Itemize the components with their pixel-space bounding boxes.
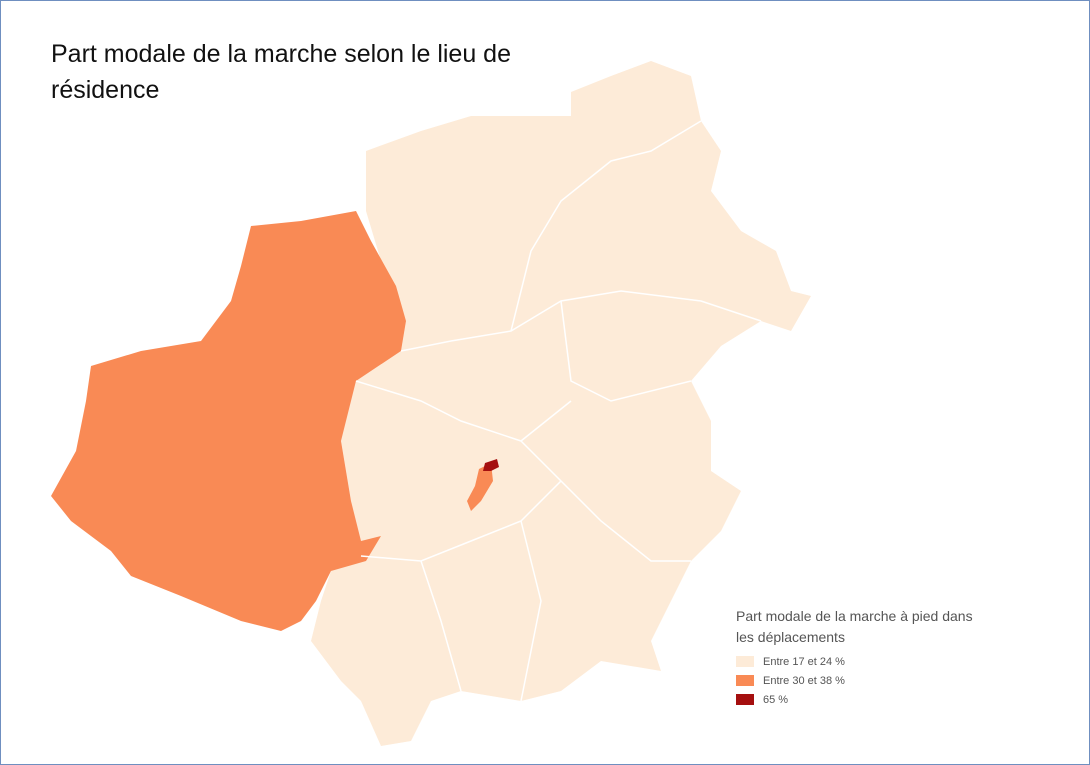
- region: [311, 61, 811, 746]
- legend-swatch: [736, 675, 754, 686]
- legend-swatch: [736, 694, 754, 705]
- legend-label: 65 %: [763, 693, 789, 706]
- legend-label: Entre 30 et 38 %: [763, 674, 845, 687]
- legend-item: Entre 30 et 38 %: [736, 671, 976, 690]
- legend-title: Part modale de la marche à pied dans les…: [736, 608, 973, 645]
- region-borders: [355, 120, 762, 702]
- legend-items: Entre 17 et 24 % Entre 30 et 38 % 65 %: [736, 652, 976, 709]
- region: [51, 211, 406, 631]
- legend-item: 65 %: [736, 690, 976, 709]
- legend-item: Entre 17 et 24 %: [736, 652, 976, 671]
- region: [467, 463, 493, 511]
- legend-swatch: [736, 656, 754, 667]
- map-title: Part modale de la marche selon le lieu d…: [51, 36, 571, 116]
- legend-label: Entre 17 et 24 %: [763, 655, 845, 668]
- region: [483, 459, 499, 471]
- legend: Part modale de la marche à pied dans les…: [736, 606, 976, 709]
